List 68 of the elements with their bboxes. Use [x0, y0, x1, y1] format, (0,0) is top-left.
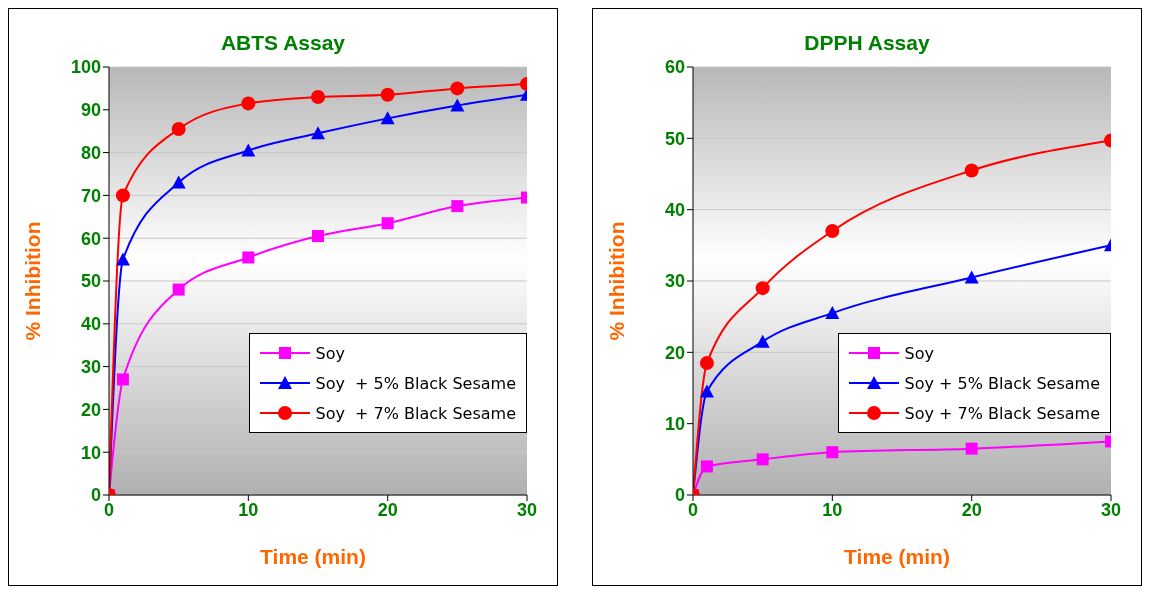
point: [964, 163, 979, 178]
legend-label: Soy + 5% Black Sesame: [904, 373, 1100, 393]
y-tick-label: 10: [80, 442, 101, 463]
point: [115, 188, 130, 203]
point: [699, 356, 714, 371]
point: [115, 252, 130, 266]
point: [172, 283, 185, 296]
y-tick-label: 50: [80, 271, 101, 292]
point: [311, 89, 325, 104]
y-tick-label: 100: [70, 57, 101, 78]
y-tick-label: 40: [80, 314, 101, 335]
chart-title: DPPH Assay: [803, 31, 931, 55]
point: [450, 81, 465, 96]
y-tick-label: 60: [80, 228, 101, 249]
y-tick-label: 0: [90, 485, 101, 506]
legend-label: Soy + 7% Black Sesame: [904, 403, 1100, 423]
chart-title: ABTS Assay: [219, 31, 347, 55]
x-tick-label: 20: [377, 499, 398, 520]
point: [171, 122, 186, 137]
x-tick-label: 30: [516, 499, 538, 520]
y-axis-title: % Inhibition: [605, 221, 629, 341]
y-tick-label: 90: [80, 100, 101, 121]
point: [700, 460, 713, 473]
point: [755, 281, 770, 296]
legend-label: Soy: [904, 343, 935, 363]
point: [755, 334, 770, 348]
point: [241, 143, 256, 157]
y-tick-label: 70: [80, 185, 101, 206]
y-tick-label: 80: [80, 142, 101, 163]
y-tick-label: 0: [674, 485, 685, 506]
x-tick-label: 0: [103, 499, 115, 520]
point: [451, 200, 464, 213]
point: [312, 230, 324, 243]
point: [756, 453, 769, 466]
x-tick-label: 20: [961, 499, 982, 520]
point: [826, 446, 839, 459]
point: [242, 251, 255, 264]
point: [171, 175, 186, 189]
x-tick-label: 0: [687, 499, 699, 520]
x-tick-label: 10: [238, 499, 259, 520]
y-tick-label: 10: [664, 414, 685, 435]
y-tick-label: 20: [80, 399, 101, 420]
y-tick-label: 30: [664, 271, 685, 292]
y-axis-title: % Inhibition: [21, 221, 45, 341]
point: [116, 373, 129, 386]
point: [381, 217, 394, 230]
point: [965, 442, 978, 455]
point: [380, 111, 395, 125]
point: [450, 98, 465, 112]
point: [699, 384, 714, 398]
point: [241, 96, 256, 111]
point: [825, 306, 840, 320]
point: [311, 126, 325, 140]
y-tick-label: 20: [664, 342, 685, 363]
y-tick-label: 40: [664, 200, 685, 221]
legend-label: Soy + 7% Black Sesame: [315, 403, 516, 423]
x-tick-label: 10: [822, 499, 843, 520]
y-tick-label: 50: [664, 128, 685, 149]
point: [964, 270, 979, 284]
legend-label: Soy: [315, 343, 345, 363]
point: [380, 87, 395, 102]
x-axis-title: Time (min): [259, 545, 367, 569]
point: [825, 224, 840, 239]
y-tick-label: 30: [80, 356, 101, 377]
x-axis-title: Time (min): [843, 545, 951, 569]
legend-label: Soy + 5% Black Sesame: [315, 373, 516, 393]
x-tick-label: 30: [1100, 499, 1122, 520]
y-tick-label: 60: [664, 57, 685, 78]
